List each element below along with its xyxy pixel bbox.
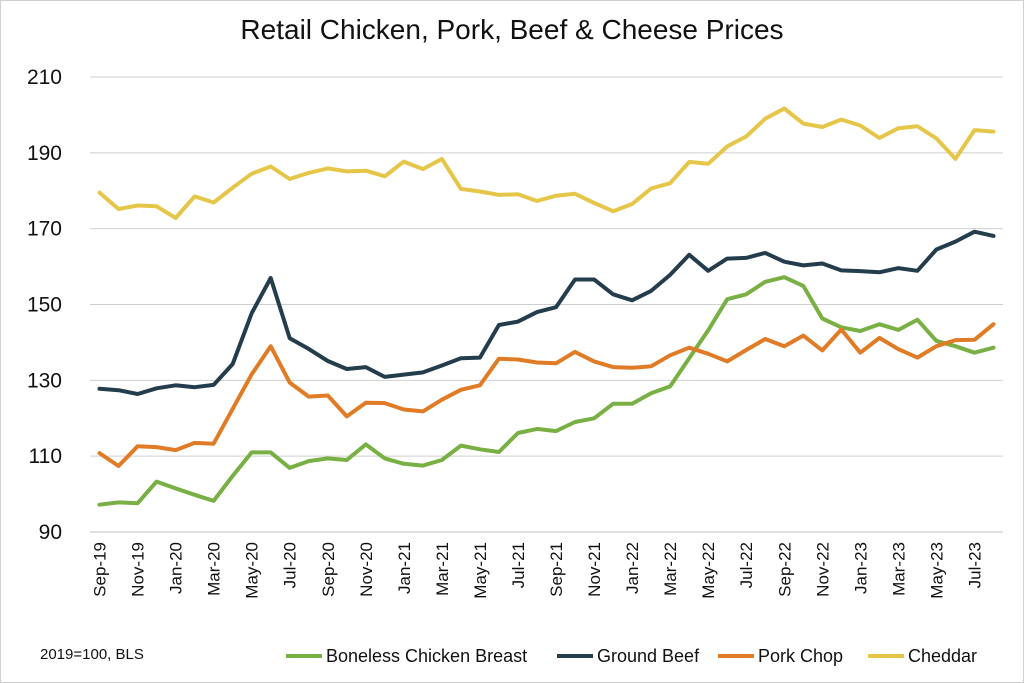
x-tick-label: Mar-23	[889, 542, 908, 596]
x-tick-label: Jul-20	[281, 542, 300, 588]
x-tick: May-22	[699, 542, 718, 599]
x-tick: Jan-20	[167, 542, 186, 594]
x-tick-label: May-21	[471, 542, 490, 599]
x-tick: Jul-21	[509, 542, 528, 588]
y-tick-label: 90	[39, 521, 62, 544]
x-tick-label: Nov-19	[129, 542, 148, 597]
x-tick-label: Sep-19	[91, 542, 110, 597]
x-tick-label: Nov-22	[813, 542, 832, 597]
legend-label: Cheddar	[908, 646, 977, 666]
x-tick-label: Mar-22	[661, 542, 680, 596]
series-line-1	[97, 229, 996, 396]
x-tick-label: Jul-22	[737, 542, 756, 588]
x-tick-label: Nov-20	[357, 542, 376, 597]
y-tick-label: 130	[27, 369, 62, 392]
x-tick: May-20	[243, 542, 262, 599]
y-tick-label: 110	[29, 445, 62, 468]
x-tick-label: Jan-23	[851, 542, 870, 594]
x-tick: Mar-22	[661, 542, 680, 596]
series-line-0	[97, 275, 996, 507]
x-tick-label: Jan-22	[623, 542, 642, 594]
legend-label: Ground Beef	[597, 646, 700, 666]
x-tick-label: Jan-21	[395, 542, 414, 594]
source-note: 2019=100, BLS	[40, 646, 144, 663]
x-tick-label: Jul-23	[965, 542, 984, 588]
x-tick: Sep-19	[91, 542, 110, 597]
x-tick: Nov-21	[585, 542, 604, 597]
x-tick: Jan-22	[623, 542, 642, 594]
x-tick: Mar-23	[889, 542, 908, 596]
legend: Boneless Chicken Breast Ground Beef Pork C…	[286, 646, 977, 666]
series-lines	[97, 106, 996, 507]
x-tick: Sep-20	[319, 542, 338, 597]
x-tick: Sep-21	[547, 542, 566, 597]
x-tick-label: Mar-21	[433, 542, 452, 596]
chart-title: Retail Chicken, Pork, Beef & Cheese Pric…	[240, 14, 784, 45]
x-tick: Jan-23	[851, 542, 870, 594]
x-tick: Jul-20	[281, 542, 300, 588]
series-line-3	[97, 106, 996, 220]
y-tick-label: 150	[27, 294, 62, 317]
gridlines	[90, 76, 1003, 533]
x-tick: Jul-23	[965, 542, 984, 588]
y-tick-label: 170	[27, 218, 62, 241]
x-tick: Nov-19	[129, 542, 148, 597]
x-tick-label: Sep-21	[547, 542, 566, 597]
legend-label: Pork Chop	[758, 646, 843, 666]
x-tick-label: Jul-21	[509, 542, 528, 588]
x-tick: May-23	[927, 542, 946, 599]
x-tick: Mar-21	[433, 542, 452, 596]
x-tick-label: May-20	[243, 542, 262, 599]
x-tick-label: Jan-20	[167, 542, 186, 594]
x-tick-label: Sep-20	[319, 542, 338, 597]
x-tick: Sep-22	[775, 542, 794, 597]
x-tick: Mar-20	[205, 542, 224, 596]
x-tick-label: Mar-20	[205, 542, 224, 596]
y-tick-label: 190	[27, 142, 62, 165]
x-tick: Jan-21	[395, 542, 414, 594]
x-tick-label: May-23	[927, 542, 946, 599]
x-tick: Nov-22	[813, 542, 832, 597]
x-tick: Jul-22	[737, 542, 756, 588]
series-line-2	[97, 322, 996, 468]
x-axis-ticks: Sep-19 Nov-19 Jan-20 Mar-20 May-20 Jul-20 Sep-…	[91, 542, 985, 599]
x-tick: May-21	[471, 542, 490, 599]
x-tick: Nov-20	[357, 542, 376, 597]
x-tick-label: Nov-21	[585, 542, 604, 597]
x-tick-label: Sep-22	[775, 542, 794, 597]
y-axis-ticks: 90 110 130 150 170 190 210	[27, 66, 62, 544]
legend-label: Boneless Chicken Breast	[326, 646, 527, 666]
y-tick-label: 210	[27, 66, 62, 89]
x-tick-label: May-22	[699, 542, 718, 599]
